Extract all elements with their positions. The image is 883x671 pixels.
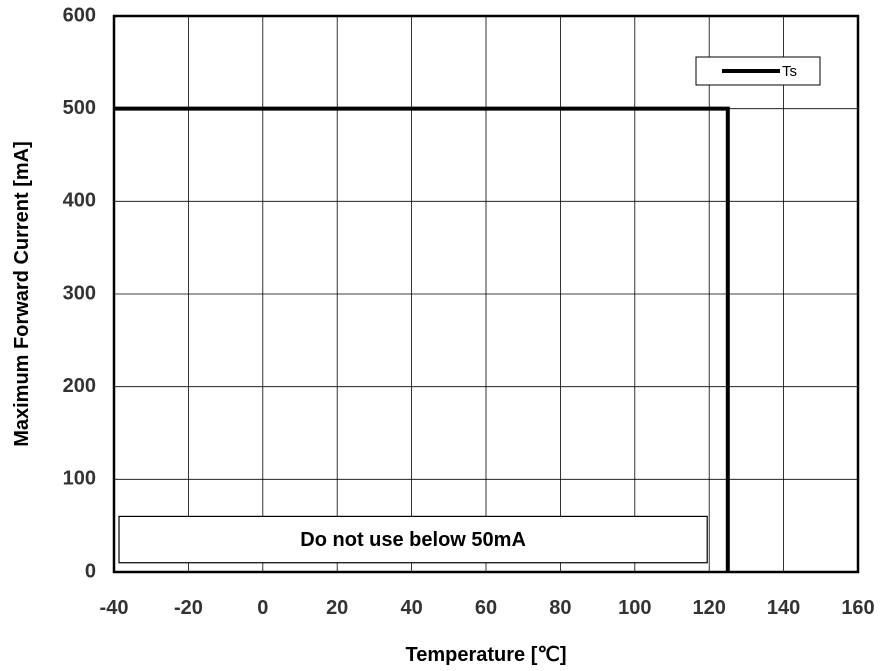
x-tick-label: 100 [618,597,651,619]
y-axis-title: Maximum Forward Current [mA] [11,141,33,447]
y-tick-label: 300 [63,282,96,304]
y-tick-label: 200 [63,375,96,397]
annotation-text: Do not use below 50mA [300,529,526,551]
x-axis-title: Temperature [℃] [405,644,566,666]
x-tick-label: 0 [257,597,268,619]
x-tick-label: 40 [400,597,422,619]
y-tick-labels: 0 100 200 300 400 500 600 [63,4,96,582]
x-tick-label: 140 [767,597,800,619]
y-tick-label: 100 [63,468,96,490]
y-tick-label: 600 [63,4,96,26]
series-group [114,106,730,572]
y-tick-label: 500 [63,97,96,119]
plot-frame [112,14,860,574]
annotation: Do not use below 50mA [118,515,708,564]
x-tick-label: -20 [174,597,203,619]
annotation-box [118,515,708,564]
x-tick-label: -40 [100,597,129,619]
legend-label-ts: Ts [782,63,797,80]
x-tick-label: 120 [693,597,726,619]
series-line-ts [114,106,730,572]
y-tick-label: 0 [85,560,96,582]
x-tick-label: 60 [475,597,497,619]
x-tick-label: 160 [841,597,874,619]
x-tick-label: 20 [326,597,348,619]
legend: Ts [695,56,821,86]
x-tick-label: 80 [549,597,571,619]
x-tick-labels: -40 -20 0 20 40 60 80 100 120 140 160 [100,597,875,619]
y-tick-label: 400 [63,190,96,212]
